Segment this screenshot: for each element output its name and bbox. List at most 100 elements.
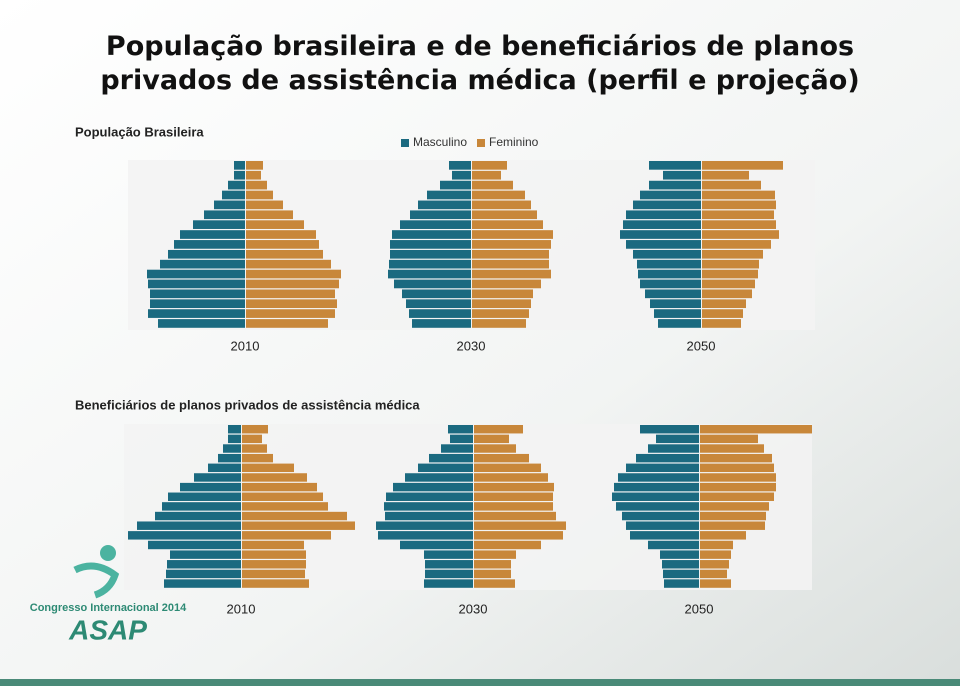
pyramid-bar xyxy=(702,259,759,269)
pyramid-bar xyxy=(427,190,471,200)
pyramid-bar xyxy=(425,560,473,569)
pyramid-bar xyxy=(450,434,473,444)
pyramid-bar xyxy=(702,161,783,170)
pyramid-bar xyxy=(658,319,701,328)
pyramid-bar xyxy=(649,180,701,190)
pyramid-bar xyxy=(242,502,328,511)
pyramid-bar xyxy=(474,492,553,501)
pyramid-bar xyxy=(700,550,731,559)
pyramid-bar xyxy=(700,540,733,550)
x-tick-label: 2050 xyxy=(687,338,716,353)
pyramid-bar xyxy=(409,309,471,318)
pyramid-bar xyxy=(702,249,763,259)
pyramid-bar xyxy=(616,502,699,511)
pyramid-bar xyxy=(474,444,516,453)
pyramid-bar xyxy=(700,521,765,530)
panel-title: Beneficiários de planos privados de assi… xyxy=(75,397,420,412)
pyramid-bar xyxy=(394,279,471,289)
pyramid-bar xyxy=(663,569,699,579)
logo: Congresso Internacional 2014 ASAP xyxy=(30,545,187,645)
pyramid-bar xyxy=(702,279,755,289)
pyramid-bar xyxy=(150,289,245,299)
pyramid-bar xyxy=(246,279,339,289)
pyramid-bar xyxy=(472,210,537,220)
pyramid-bar xyxy=(390,240,471,249)
pyramid-bar xyxy=(612,492,699,501)
logo-icon xyxy=(100,545,116,561)
pyramid-bar xyxy=(410,210,471,220)
pyramid-bar xyxy=(626,463,699,473)
pyramid-bar xyxy=(180,482,241,492)
pyramid-bar xyxy=(656,434,699,444)
pyramid-bar xyxy=(246,289,335,299)
pyramid-bar xyxy=(246,299,337,309)
pyramid-bar xyxy=(246,220,304,229)
pyramid-bar xyxy=(425,569,473,579)
pyramid-bar xyxy=(234,170,245,180)
pyramid-bar xyxy=(472,190,525,200)
pyramid-bar xyxy=(474,425,523,434)
pyramid-bar xyxy=(424,579,473,588)
pyramid-bar xyxy=(222,190,245,200)
pyramid-bar xyxy=(168,492,241,501)
x-tick-label: 2030 xyxy=(459,601,488,616)
pyramid-bar xyxy=(193,220,245,229)
pyramid-bar xyxy=(246,170,261,180)
pyramid-bar xyxy=(472,180,513,190)
pyramid-bar xyxy=(700,511,766,521)
logo-caption: Congresso Internacional 2014 xyxy=(30,602,187,614)
pyramid-bar xyxy=(648,540,699,550)
pyramid-bar xyxy=(168,249,245,259)
pyramid-bar xyxy=(424,550,473,559)
title-box: População brasileira e de beneficiários … xyxy=(100,31,859,96)
pyramid-bar xyxy=(147,269,245,279)
pyramid-bar xyxy=(242,482,317,492)
pyramid-bar xyxy=(223,444,241,453)
pyramid-bar xyxy=(633,249,701,259)
pyramid-bar xyxy=(150,299,245,309)
pyramid-bar xyxy=(474,560,511,569)
pyramid-bar xyxy=(700,482,776,492)
pyramid-bar xyxy=(654,309,701,318)
pyramid-bar xyxy=(702,210,774,220)
pyramid-bar xyxy=(648,444,699,453)
pyramid-bar xyxy=(626,240,701,249)
pyramid-bar xyxy=(660,550,699,559)
pyramid-bar xyxy=(378,531,473,540)
pyramid-bar xyxy=(702,309,743,318)
pyramid-bar xyxy=(474,434,509,444)
pyramid-bar xyxy=(474,453,529,463)
x-tick-label: 2050 xyxy=(685,601,714,616)
pyramid-bar xyxy=(452,170,471,180)
pyramid-bar xyxy=(474,502,553,511)
pyramid-bar xyxy=(418,200,471,210)
pyramid-bar xyxy=(208,463,241,473)
pyramid-bar xyxy=(158,319,245,328)
pyramid-bar xyxy=(472,319,526,328)
pyramid-bar xyxy=(128,531,241,540)
pyramid-bar xyxy=(162,502,241,511)
pyramid-bar xyxy=(448,425,473,434)
pyramid-bar xyxy=(174,240,245,249)
pyramid-bar xyxy=(474,531,563,540)
pyramid-bar xyxy=(474,569,511,579)
pyramid-bar xyxy=(702,299,746,309)
pyramid-bar xyxy=(242,473,307,482)
pyramid-bar xyxy=(412,319,471,328)
pyramid-bar xyxy=(418,463,473,473)
pyramid-bar xyxy=(402,289,471,299)
pyramid-bar xyxy=(228,425,241,434)
pyramid-bar xyxy=(702,220,776,229)
pyramid-bar xyxy=(702,319,741,328)
pyramid-bar xyxy=(441,444,473,453)
pyramid-bar xyxy=(218,453,241,463)
pyramid-bar xyxy=(472,230,553,239)
pyramid-bar xyxy=(376,521,473,530)
x-tick-label: 2010 xyxy=(231,338,260,353)
pyramid-bar xyxy=(242,540,304,550)
pyramid-bar xyxy=(474,482,554,492)
pyramid-bar xyxy=(246,259,331,269)
pyramid-bar xyxy=(246,210,293,220)
pyramid-bar xyxy=(384,502,473,511)
x-tick-label: 2030 xyxy=(457,338,486,353)
